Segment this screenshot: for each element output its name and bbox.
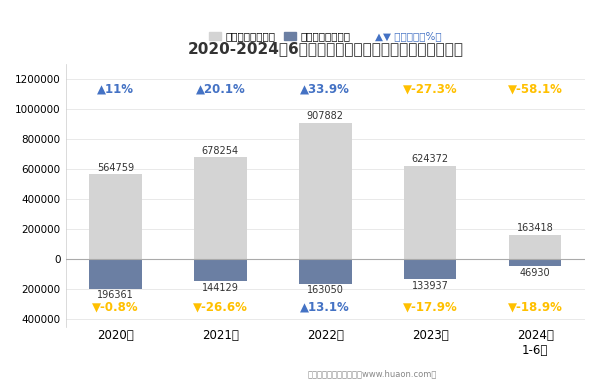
Legend: 出口额（万美元）, 进口额（万美元）, ▲▼ 同比增长（%）: 出口额（万美元）, 进口额（万美元）, ▲▼ 同比增长（%） xyxy=(205,27,446,46)
Text: 133937: 133937 xyxy=(412,281,449,291)
Bar xyxy=(404,166,457,259)
Text: 678254: 678254 xyxy=(202,146,239,156)
Text: ▼-58.1%: ▼-58.1% xyxy=(508,83,563,96)
Text: 144129: 144129 xyxy=(202,283,239,293)
Bar xyxy=(509,234,562,259)
Text: ▲13.1%: ▲13.1% xyxy=(301,301,350,314)
Text: ▼-17.9%: ▼-17.9% xyxy=(403,301,458,314)
Bar xyxy=(404,259,457,279)
Text: 163418: 163418 xyxy=(517,223,554,233)
Text: 564759: 564759 xyxy=(97,163,134,173)
Text: 196361: 196361 xyxy=(97,290,134,300)
Text: ▼-0.8%: ▼-0.8% xyxy=(92,301,139,314)
Bar xyxy=(299,123,352,259)
Bar xyxy=(194,157,247,259)
Title: 2020-2024年6月吉安市商品收发货人所在地进、出口额: 2020-2024年6月吉安市商品收发货人所在地进、出口额 xyxy=(187,41,463,56)
Text: ▲20.1%: ▲20.1% xyxy=(196,83,245,96)
Text: ▼-18.9%: ▼-18.9% xyxy=(508,301,563,314)
Text: ▲11%: ▲11% xyxy=(97,83,134,96)
Text: 907882: 907882 xyxy=(307,111,344,121)
Bar xyxy=(509,259,562,266)
Text: 624372: 624372 xyxy=(412,154,449,164)
Bar xyxy=(89,174,142,259)
Bar xyxy=(89,259,142,288)
Text: ▼-26.6%: ▼-26.6% xyxy=(193,301,248,314)
Text: 46930: 46930 xyxy=(520,268,550,278)
Text: ▲33.9%: ▲33.9% xyxy=(301,83,350,96)
Text: ▼-27.3%: ▼-27.3% xyxy=(403,83,458,96)
Bar xyxy=(194,259,247,281)
Text: 制图：华经产业研究院（www.huaon.com）: 制图：华经产业研究院（www.huaon.com） xyxy=(307,369,437,378)
Bar xyxy=(299,259,352,283)
Text: 163050: 163050 xyxy=(307,285,344,295)
